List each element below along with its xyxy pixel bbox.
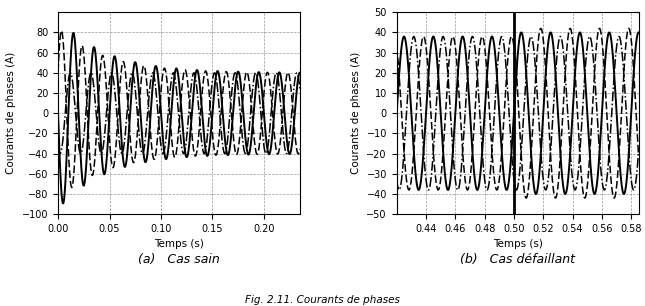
Text: (a)   Cas sain: (a) Cas sain <box>138 253 220 266</box>
X-axis label: Temps (s): Temps (s) <box>493 240 542 249</box>
Text: (b)   Cas défaillant: (b) Cas défaillant <box>460 253 575 266</box>
Text: Fig. 2.11. Courants de phases: Fig. 2.11. Courants de phases <box>245 295 400 305</box>
Y-axis label: Courants de phases (A): Courants de phases (A) <box>6 52 16 174</box>
Y-axis label: Courants de phases (A): Courants de phases (A) <box>351 52 361 174</box>
X-axis label: Temps (s): Temps (s) <box>154 240 204 249</box>
